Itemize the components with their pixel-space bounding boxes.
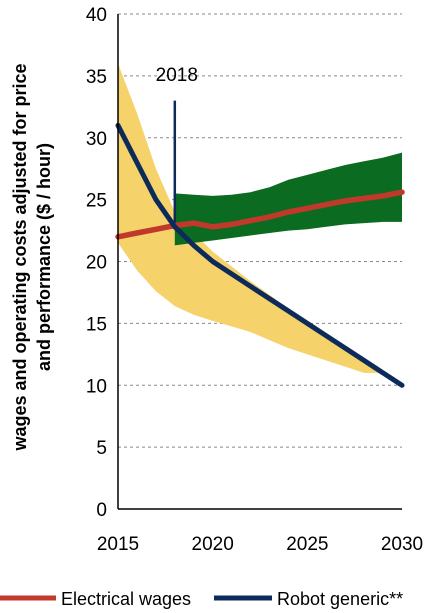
x-tick-label-2020: 2020 — [192, 534, 234, 555]
y-axis-label-line-2: and performance ($ / hour) — [34, 143, 54, 371]
y-tick-label-40: 40 — [86, 5, 107, 26]
annotation: 2018 — [156, 65, 198, 227]
series-line-0 — [115, 189, 405, 240]
annotation-label: 2018 — [156, 65, 198, 86]
y-axis-label-line-1: wages and operating costs adjusted for p… — [10, 63, 30, 451]
y-tick-label-15: 15 — [86, 314, 107, 335]
x-tick-label-2015: 2015 — [97, 534, 139, 555]
y-tick-label-35: 35 — [86, 67, 107, 88]
y-tick-label-0: 0 — [96, 500, 107, 521]
y-tick-label-10: 10 — [86, 376, 107, 397]
x-tick-label-2030: 2030 — [381, 534, 423, 555]
series-lines — [115, 122, 405, 388]
series-line-1 — [115, 122, 405, 388]
band-0 — [118, 63, 384, 373]
y-tick-label-30: 30 — [86, 129, 107, 150]
y-tick-label-20: 20 — [86, 253, 107, 274]
legend-label-1: Robot generic** — [277, 589, 403, 609]
legend: Electrical wages Robot generic** — [0, 589, 403, 609]
legend-label-0: Electrical wages — [61, 589, 191, 609]
x-tick-label-2025: 2025 — [286, 534, 328, 555]
y-tick-label-25: 25 — [86, 191, 107, 212]
y-tick-label-5: 5 — [96, 438, 107, 459]
